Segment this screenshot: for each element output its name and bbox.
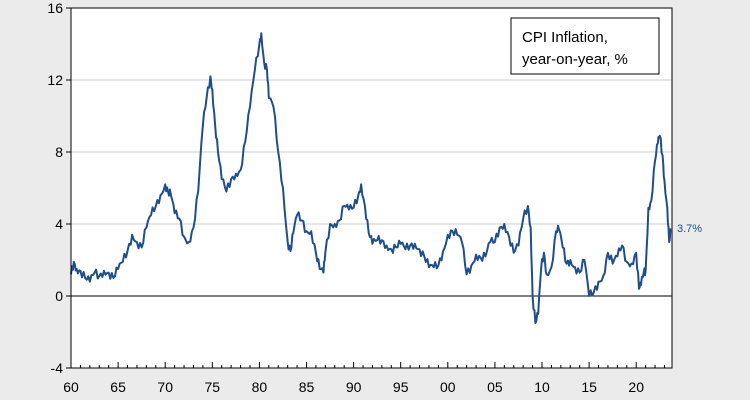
end-value-label: 3.7% [677,223,702,235]
x-tick-label: 80 [252,379,268,395]
y-tick-label: 0 [55,288,63,304]
legend-line-1: CPI Inflation, [522,29,608,46]
x-tick-label: 60 [63,379,79,395]
x-axis-ticks: 60 65 70 75 80 85 90 95 00 05 10 15 20 [63,362,665,395]
x-tick-label: 15 [581,379,597,395]
x-tick-label: 20 [628,379,644,395]
x-tick-label: 05 [487,379,503,395]
y-tick-label: 8 [55,144,63,160]
x-tick-label: 75 [205,379,221,395]
x-tick-label: 70 [157,379,173,395]
cpi-inflation-line [70,32,672,324]
y-tick-label: 4 [55,216,63,232]
x-tick-label: 10 [534,379,550,395]
y-axis-ticks: -4 0 4 8 12 16 [47,0,71,376]
y-tick-label: 12 [47,72,63,88]
legend-box [510,17,660,75]
grid-lines [71,79,672,225]
x-tick-label: 90 [346,379,362,395]
legend-line-2: year-on-year, % [522,51,628,68]
y-tick-label: -4 [51,360,64,376]
plot-frame [70,7,673,369]
x-tick-label: 65 [110,379,126,395]
x-tick-label: 85 [299,379,315,395]
x-tick-label: 00 [440,379,456,395]
y-tick-label: 16 [47,0,63,16]
x-tick-label: 95 [393,379,409,395]
